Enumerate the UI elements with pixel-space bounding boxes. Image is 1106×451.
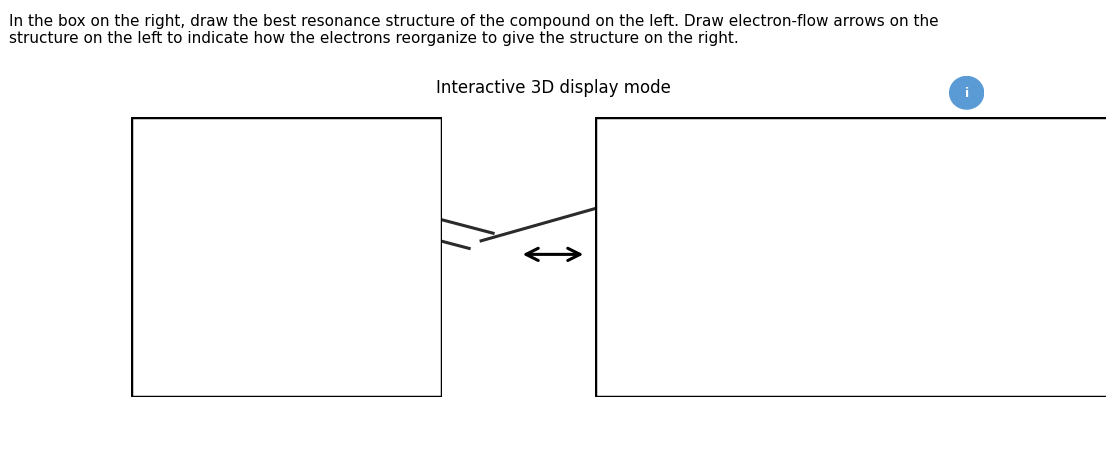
Text: CH$_3$: CH$_3$ xyxy=(844,191,874,210)
Text: O: O xyxy=(723,207,737,226)
Text: i: i xyxy=(964,87,969,100)
Text: Interactive 3D display mode: Interactive 3D display mode xyxy=(436,79,670,97)
FancyBboxPatch shape xyxy=(131,117,442,397)
FancyBboxPatch shape xyxy=(595,117,1106,397)
Circle shape xyxy=(950,78,983,110)
Text: In the box on the right, draw the best resonance structure of the compound on th: In the box on the right, draw the best r… xyxy=(9,14,939,46)
Text: H$_3$C: H$_3$C xyxy=(168,232,199,251)
